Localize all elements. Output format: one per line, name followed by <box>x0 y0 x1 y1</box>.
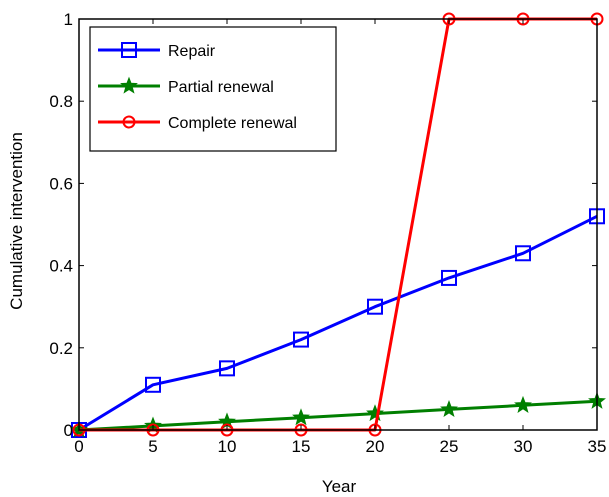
x-tick-label: 35 <box>588 437 607 456</box>
legend-marker <box>122 115 136 129</box>
data-point-repair <box>293 331 309 348</box>
data-point-repair <box>219 360 235 377</box>
legend: Repair Partial renewal Complete renewal <box>89 26 337 152</box>
series-line-repair <box>78 214 598 432</box>
legend-entry: Complete renewal <box>168 115 297 132</box>
data-point-repair <box>145 376 161 393</box>
x-tick-label: 5 <box>148 437 157 456</box>
x-tick-label: 15 <box>292 437 311 456</box>
y-axis-label: Cumulative intervention <box>7 132 26 310</box>
y-tick-label: 1 <box>64 10 73 29</box>
x-tick-label: 20 <box>366 437 385 456</box>
data-point-partial-renewal <box>366 404 384 422</box>
data-point-partial-renewal <box>292 408 310 426</box>
legend-marker <box>121 42 137 58</box>
x-tick-label: 10 <box>218 437 237 456</box>
legend-entry: Repair <box>168 43 216 60</box>
y-tick-label: 0.4 <box>49 257 73 276</box>
plot-frame <box>78 18 598 431</box>
data-point-partial-renewal <box>440 399 458 418</box>
legend-marker <box>120 76 138 94</box>
data-point-partial-renewal <box>514 395 532 413</box>
y-tick-label: 0.8 <box>49 92 73 111</box>
x-tick-label: 30 <box>514 437 533 456</box>
y-tick-label: 0 <box>64 421 73 440</box>
x-tick-label: 25 <box>440 437 459 456</box>
data-point-repair <box>367 298 383 315</box>
axes: 0 5 10 15 20 25 30 35 0 0.2 0.4 0.6 0.8 1 <box>49 10 606 456</box>
y-tick-label: 0.6 <box>49 174 73 193</box>
data-point-repair <box>441 269 457 286</box>
data-point-repair <box>515 245 531 262</box>
x-tick-label: 0 <box>74 437 83 456</box>
y-tick-label: 0.2 <box>49 339 73 358</box>
x-axis-label: Year <box>322 477 357 496</box>
series-line-partial-renewal <box>78 399 598 432</box>
legend-entry: Partial renewal <box>168 79 274 96</box>
